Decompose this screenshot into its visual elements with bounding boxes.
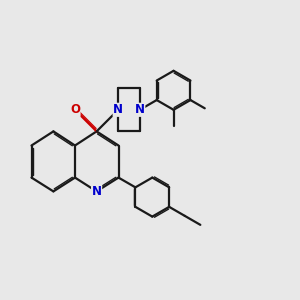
Text: N: N bbox=[92, 185, 102, 198]
Text: O: O bbox=[70, 103, 80, 116]
Text: N: N bbox=[113, 103, 123, 116]
Text: N: N bbox=[135, 103, 145, 116]
